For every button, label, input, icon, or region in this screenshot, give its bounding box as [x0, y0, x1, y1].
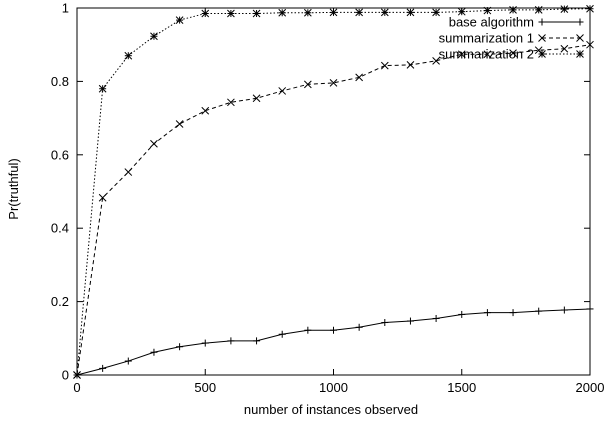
- x-tick-label: 2000: [576, 380, 605, 395]
- legend-label: summarization 2: [439, 47, 534, 62]
- data-point: [150, 139, 158, 148]
- data-point: [304, 326, 312, 334]
- data-point: [534, 5, 543, 14]
- data-point: [560, 306, 568, 314]
- data-point: [560, 44, 569, 53]
- data-point: [253, 337, 261, 345]
- data-point: [303, 8, 312, 17]
- data-point: [227, 337, 235, 345]
- data-point: [432, 8, 440, 17]
- legend-marker: [538, 18, 546, 26]
- data-point: [457, 7, 466, 16]
- legend-marker: [538, 34, 546, 42]
- data-point: [252, 9, 261, 18]
- data-point: [252, 94, 261, 103]
- data-point: [586, 40, 594, 49]
- y-axis-label: Pr(truthful): [6, 158, 21, 219]
- axis-ticks: 0 500 1000 1500 2000 0 0.2 0.4 0.6 0.8 1: [51, 1, 605, 396]
- legend-entry: summarization 2: [439, 47, 584, 62]
- data-point: [278, 330, 286, 338]
- data-series: [73, 4, 594, 379]
- data-point: [560, 5, 569, 13]
- legend-marker: [576, 18, 584, 26]
- data-point: [175, 120, 184, 128]
- data-point: [355, 8, 364, 17]
- series-2: [73, 40, 594, 379]
- plot-frame: [76, 7, 591, 376]
- data-point: [201, 339, 209, 347]
- data-point: [483, 309, 491, 317]
- data-point: [432, 314, 440, 322]
- data-point: [201, 106, 210, 115]
- x-tick-label: 1000: [319, 380, 348, 395]
- data-point: [303, 80, 312, 89]
- data-point: [380, 8, 389, 17]
- data-point: [432, 56, 440, 65]
- y-tick-label: 0.4: [51, 221, 69, 236]
- data-point: [124, 168, 133, 176]
- data-point: [509, 49, 517, 57]
- data-point: [509, 5, 517, 14]
- data-point: [458, 310, 466, 318]
- data-point: [278, 87, 287, 95]
- series-line: [76, 44, 591, 376]
- data-point: [124, 357, 132, 365]
- data-point: [98, 84, 107, 93]
- legend-label: base algorithm: [449, 15, 534, 30]
- legend-marker: [538, 50, 546, 58]
- data-point: [99, 364, 107, 372]
- data-point: [586, 305, 594, 313]
- data-point: [483, 50, 492, 59]
- data-point: [73, 371, 81, 379]
- y-tick-label: 0.2: [51, 294, 69, 309]
- series-line: [76, 308, 591, 376]
- x-tick-label: 0: [73, 380, 80, 395]
- x-tick-label: 500: [194, 380, 216, 395]
- legend-entry: base algorithm: [449, 15, 584, 30]
- data-point: [586, 4, 594, 13]
- y-tick-label: 0.6: [51, 147, 69, 162]
- data-point: [329, 79, 338, 87]
- data-point: [535, 307, 543, 315]
- series-1: [73, 305, 594, 379]
- data-point: [278, 8, 287, 17]
- data-point: [406, 317, 414, 325]
- legend-marker: [576, 50, 584, 58]
- data-point: [176, 343, 184, 351]
- data-point: [150, 348, 158, 356]
- legend-marker: [576, 34, 584, 42]
- data-point: [380, 61, 389, 70]
- data-point: [227, 9, 235, 18]
- x-tick-label: 1500: [447, 380, 476, 395]
- y-tick-label: 1: [62, 1, 69, 16]
- data-point: [355, 73, 364, 82]
- data-point: [330, 326, 337, 334]
- data-point: [329, 8, 338, 17]
- data-point: [381, 319, 389, 327]
- y-tick-label: 0: [62, 368, 69, 383]
- data-point: [509, 309, 517, 317]
- plot-border: [76, 7, 591, 376]
- y-tick-label: 0.8: [51, 74, 69, 89]
- data-point: [355, 323, 363, 331]
- data-point: [98, 193, 107, 202]
- data-point: [227, 98, 235, 107]
- data-point: [175, 16, 184, 24]
- legend-entry: summarization 1: [439, 31, 584, 46]
- data-point: [406, 61, 415, 69]
- series-3: [73, 4, 594, 379]
- data-point: [483, 6, 492, 15]
- legend-label: summarization 1: [439, 31, 534, 46]
- data-point: [406, 8, 415, 17]
- data-point: [150, 32, 158, 41]
- data-point: [457, 50, 466, 59]
- data-point: [124, 51, 133, 60]
- x-axis-label: number of instances observed: [244, 402, 418, 417]
- data-point: [201, 9, 210, 18]
- series-line: [76, 8, 591, 376]
